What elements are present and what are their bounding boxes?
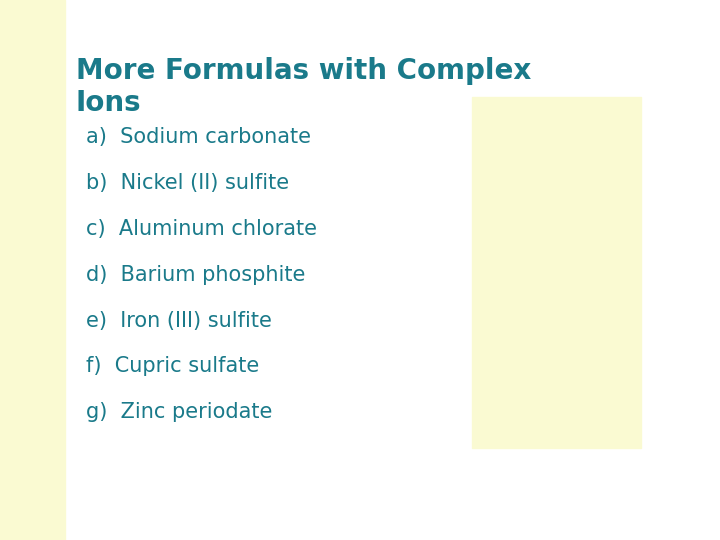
Text: a)  Sodium carbonate: a) Sodium carbonate bbox=[86, 127, 311, 147]
Text: g)  Zinc periodate: g) Zinc periodate bbox=[86, 402, 273, 422]
Bar bbox=[0, 0, 65, 540]
Text: f)  Cupric sulfate: f) Cupric sulfate bbox=[86, 356, 260, 376]
Text: Ions: Ions bbox=[76, 89, 141, 117]
Text: More Formulas with Complex: More Formulas with Complex bbox=[76, 57, 531, 85]
Text: d)  Barium phosphite: d) Barium phosphite bbox=[86, 265, 306, 285]
Text: b)  Nickel (II) sulfite: b) Nickel (II) sulfite bbox=[86, 173, 289, 193]
Text: c)  Aluminum chlorate: c) Aluminum chlorate bbox=[86, 219, 318, 239]
Text: e)  Iron (III) sulfite: e) Iron (III) sulfite bbox=[86, 310, 272, 330]
Bar bbox=[472, 97, 641, 448]
